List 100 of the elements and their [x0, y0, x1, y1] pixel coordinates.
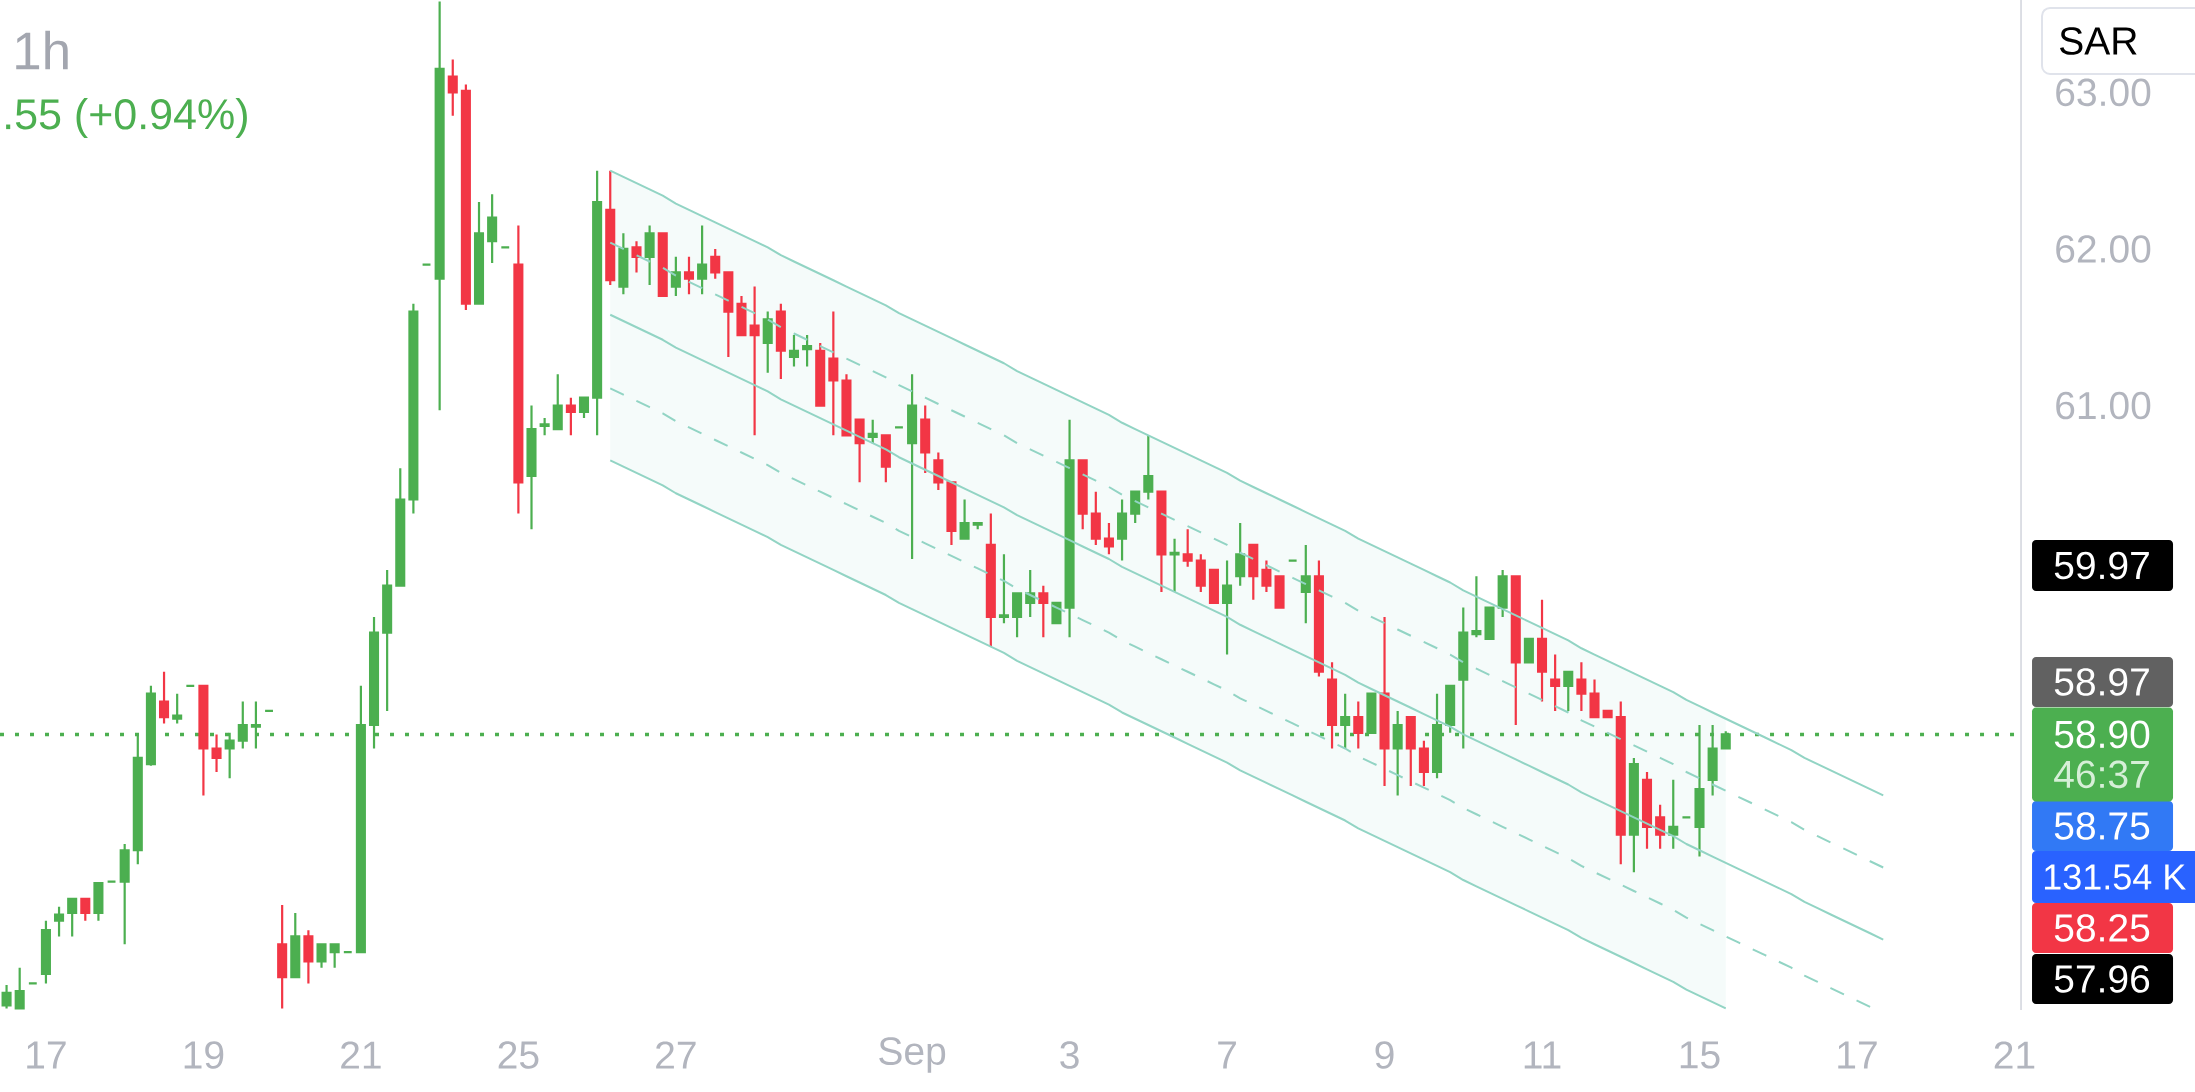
candlestick	[1353, 700, 1364, 750]
candlestick	[1103, 521, 1114, 556]
candlestick	[93, 882, 104, 922]
candlestick	[1143, 434, 1154, 501]
x-tick-label: 7	[1218, 1041, 1236, 1069]
x-tick-label: 21	[1994, 1041, 2035, 1069]
candlestick	[578, 396, 590, 420]
candlestick	[1182, 528, 1193, 568]
candlestick	[1, 983, 12, 1010]
x-tick-label: 11	[1524, 1041, 1561, 1069]
candlestick	[749, 285, 760, 437]
candlestick	[1117, 498, 1128, 562]
candlestick	[907, 373, 918, 561]
candlestick	[565, 396, 576, 437]
candlestick	[1615, 700, 1626, 866]
candlestick	[1458, 606, 1469, 750]
candlestick	[946, 481, 957, 547]
candlestick	[552, 373, 563, 431]
candlestick	[1169, 537, 1180, 593]
candlestick	[119, 842, 130, 946]
candlestick	[775, 302, 786, 381]
x-tick-label: 21	[341, 1041, 381, 1069]
candlestick	[1313, 559, 1324, 678]
candlestick	[828, 310, 839, 437]
text: 58.97	[2054, 668, 2149, 696]
x-tick-label: 15	[1680, 1041, 1720, 1069]
candlestick	[670, 255, 681, 298]
x-tick-label: 17	[1838, 1041, 1877, 1069]
x-tick-label: 9	[1375, 1041, 1394, 1069]
candlestick	[880, 434, 891, 484]
candlestick	[1064, 418, 1075, 639]
candlestick	[1248, 543, 1259, 601]
candlestick	[487, 193, 498, 265]
x-tick-label: 19	[184, 1041, 224, 1069]
candlestick	[290, 911, 301, 979]
candlestick	[316, 943, 327, 969]
candlestick	[657, 232, 668, 298]
candlestick	[985, 512, 996, 648]
x-tick-label: Sep	[879, 1037, 946, 1073]
text: 58.75	[2054, 812, 2150, 840]
candlestick	[1628, 756, 1639, 874]
candlestick	[736, 294, 747, 337]
candlestick	[54, 905, 65, 938]
candlestick	[959, 498, 970, 540]
candlestick	[762, 310, 773, 374]
candlestick	[1589, 678, 1600, 719]
candlestick	[40, 919, 51, 985]
candlestick	[1641, 770, 1653, 850]
candlestick	[1156, 490, 1167, 593]
candlestick	[683, 255, 695, 296]
candlestick	[1445, 684, 1456, 734]
candlestick	[355, 684, 366, 954]
candlestick	[303, 929, 314, 985]
candlestick	[841, 373, 852, 437]
candlestick	[1392, 709, 1403, 797]
candlestick	[972, 521, 983, 531]
candlestick	[815, 341, 826, 407]
candlestick	[1038, 584, 1049, 639]
candlestick	[1340, 692, 1351, 750]
text: SAR	[2059, 27, 2137, 55]
candlestick	[1576, 661, 1587, 713]
y-tick-label: 63.00	[2056, 78, 2151, 107]
candlestick	[1300, 543, 1311, 625]
candlestick	[1418, 739, 1429, 788]
candlestick	[382, 568, 393, 713]
candlestick	[1471, 575, 1482, 639]
candlestick	[237, 700, 248, 750]
candlestick	[1497, 568, 1508, 619]
candlestick	[277, 903, 288, 1010]
candlestick	[329, 943, 340, 969]
text: 58.25	[2054, 914, 2150, 942]
x-tick-label: 17	[27, 1041, 66, 1069]
candlestick	[14, 966, 25, 1010]
candlestick	[473, 200, 485, 305]
candlestick	[408, 302, 419, 515]
candlestick	[1130, 490, 1141, 525]
candlestick	[605, 169, 616, 287]
y-tick-label: 61.00	[2056, 391, 2151, 420]
candlestick	[395, 467, 406, 587]
candlestick	[1208, 568, 1219, 604]
line-series	[609, 459, 1727, 1010]
candlestick	[1602, 709, 1613, 719]
candlestick	[1563, 670, 1574, 713]
candlestick	[1235, 521, 1246, 587]
candlestick	[592, 169, 603, 437]
candlestick	[1405, 716, 1416, 788]
candlestick	[159, 670, 170, 725]
candlestick	[539, 416, 550, 437]
candlestick	[1720, 730, 1731, 750]
candlestick	[1077, 459, 1088, 531]
candlestick	[513, 224, 524, 515]
candlestick	[854, 418, 865, 484]
candlestick	[198, 684, 209, 797]
annotation: .55 (+0.94%)	[6, 97, 247, 139]
text: 131.54 K	[2044, 864, 2186, 890]
chart-title: 1h	[16, 30, 68, 70]
candlestick	[618, 232, 629, 296]
line-series	[609, 169, 1885, 797]
candlestick	[1523, 637, 1534, 664]
candlestick	[460, 83, 471, 312]
